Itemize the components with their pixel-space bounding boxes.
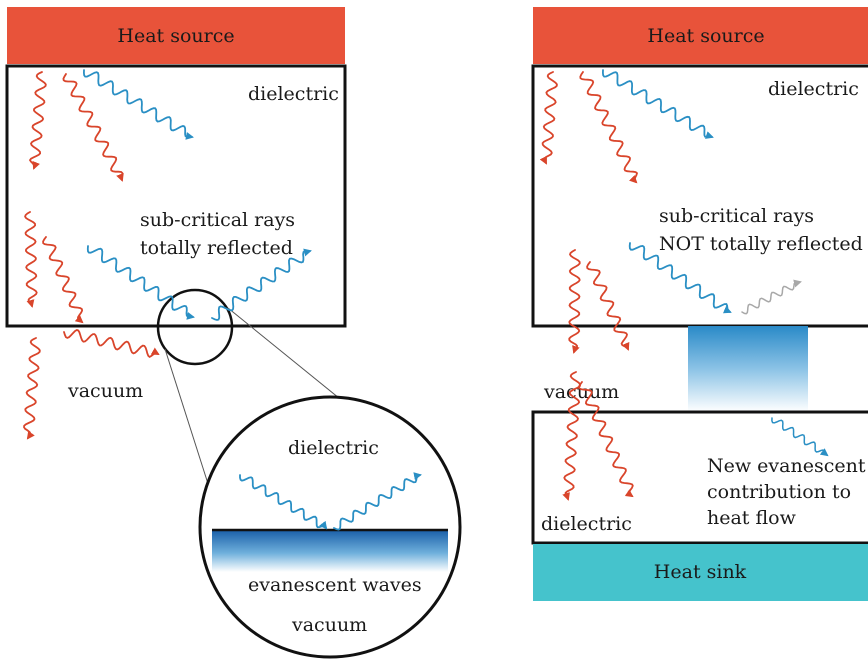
left-red-ray-3 — [24, 211, 38, 308]
right-red-ray-2 — [579, 71, 639, 184]
right-bottom-dielectric-slab — [531, 410, 868, 545]
right-subcritical-label-1: sub-critical rays — [659, 205, 814, 227]
right-dielectric-bottom-label: dielectric — [541, 513, 632, 535]
left-blue-ray-incident — [86, 245, 195, 320]
zoom-blue-ray-reflected — [333, 472, 422, 531]
left-heat-source-label: Heat source — [117, 25, 234, 47]
left-red-ray-4 — [42, 236, 84, 324]
zoom-circle — [198, 395, 462, 659]
right-red-ray-3 — [568, 249, 581, 354]
right-heat-sink-label: Heat sink — [654, 561, 747, 583]
zoom-blue-ray-incident — [239, 474, 328, 530]
left-blue-ray-reflected — [211, 248, 312, 321]
left-subcritical-label-1: sub-critical rays — [140, 209, 295, 231]
zoom-vacuum-label: vacuum — [291, 614, 367, 636]
zoom-evanescent-label: evanescent waves — [248, 574, 422, 596]
right-subcritical-label-2: NOT totally reflected — [659, 233, 863, 255]
right-vacuum-label: vacuum — [543, 381, 619, 403]
zoom-dielectric-label: dielectric — [288, 437, 379, 459]
left-dielectric-slab — [5, 64, 347, 328]
left-vacuum-label: vacuum — [67, 380, 143, 402]
right-blue-ray-evanescent — [771, 417, 829, 457]
radiation-rays — [23, 69, 829, 531]
right-heat-source-label: Heat source — [647, 25, 764, 47]
right-blue-ray-incident — [628, 242, 732, 314]
right-dielectric-top-label: dielectric — [768, 78, 859, 100]
right-heat-source — [533, 7, 868, 64]
left-red-ray-1 — [28, 71, 47, 170]
right-gray-ray-reflected — [741, 279, 802, 315]
right-red-ray-6 — [578, 381, 634, 498]
right-red-ray-5 — [562, 371, 581, 501]
right-evanescent-gap — [688, 326, 808, 412]
zoom-evanescent-band — [212, 530, 448, 572]
right-new-evanescent-label-3: heat flow — [707, 507, 797, 529]
left-red-ray-5 — [23, 337, 41, 440]
left-dielectric-label: dielectric — [248, 83, 339, 105]
left-subcritical-label-2: totally reflected — [140, 237, 293, 259]
left-red-ray-6 — [63, 329, 160, 358]
zoom-connector-left — [164, 348, 211, 491]
right-red-ray-4 — [586, 261, 630, 351]
right-new-evanescent-label-1: New evanescent — [707, 455, 866, 477]
left-red-ray-2 — [62, 73, 124, 182]
left-zoom-region — [156, 288, 234, 366]
left-blue-ray-1 — [82, 69, 194, 140]
right-red-ray-1 — [539, 71, 558, 165]
left-heat-source — [7, 7, 345, 64]
right-new-evanescent-label-2: contribution to — [707, 481, 851, 503]
right-blue-ray-1 — [601, 69, 714, 139]
right-heat-sink — [533, 544, 868, 601]
